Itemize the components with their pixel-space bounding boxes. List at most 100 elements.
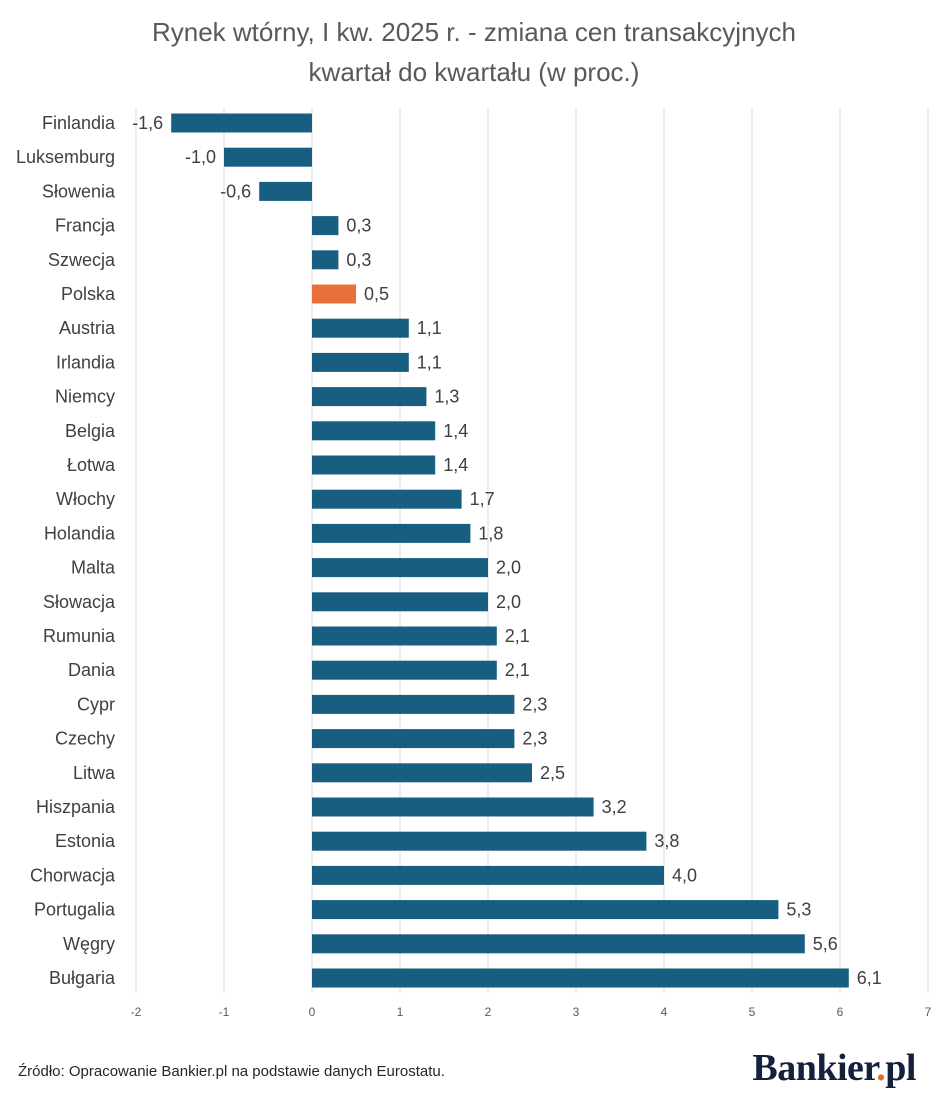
category-label: Cypr: [77, 694, 115, 714]
bar-18: [312, 729, 515, 749]
bar-14: [312, 592, 488, 612]
bar-10: [312, 455, 436, 475]
value-label: 1,3: [434, 387, 459, 407]
value-label: 2,3: [522, 694, 547, 714]
value-label: 5,6: [813, 934, 838, 954]
bar-6: [312, 318, 409, 338]
category-label: Irlandia: [56, 352, 116, 372]
chart-title-line-2: kwartał do kwartału (w proc.): [308, 57, 640, 87]
value-label: 0,3: [346, 216, 371, 236]
category-label: Luksemburg: [16, 147, 115, 167]
bar-1: [224, 147, 312, 167]
category-label: Rumunia: [43, 626, 116, 646]
bars: [171, 113, 849, 988]
x-tick-label: 4: [661, 1005, 668, 1019]
category-label: Dania: [68, 660, 116, 680]
bar-9: [312, 421, 436, 441]
value-label: 6,1: [857, 968, 882, 988]
value-label: 1,1: [417, 318, 442, 338]
category-label: Litwa: [73, 763, 116, 783]
value-label: 1,4: [443, 455, 468, 475]
bar-3: [312, 216, 339, 236]
bar-20: [312, 797, 594, 817]
logo-text: Bankier: [752, 1047, 877, 1089]
bar-8: [312, 387, 427, 407]
value-label: 2,0: [496, 592, 521, 612]
value-label: 1,7: [470, 489, 495, 509]
bar-24: [312, 934, 805, 954]
bar-21: [312, 831, 647, 851]
value-label: 2,3: [522, 729, 547, 749]
category-label: Szwecja: [48, 250, 116, 270]
value-label: 1,8: [478, 523, 503, 543]
value-label: -1,6: [132, 113, 163, 133]
value-label: 1,4: [443, 421, 468, 441]
bar-11: [312, 489, 462, 509]
bar-13: [312, 558, 488, 578]
source-note: Źródło: Opracowanie Bankier.pl na podsta…: [18, 1063, 445, 1080]
labels: -2 -1 0 1 2 3 4 5 6 7 Finlandia -1,6 Luksemburg -1,0 S…: [16, 113, 932, 1019]
category-label: Słowenia: [42, 181, 116, 201]
x-tick-label: 1: [397, 1005, 404, 1019]
chart-title: Rynek wtórny, I kw. 2025 r. - zmiana cen…: [0, 12, 948, 92]
category-label: Malta: [71, 558, 116, 578]
grid-lines: [135, 108, 929, 993]
value-label: 0,5: [364, 284, 389, 304]
category-label: Włochy: [56, 489, 115, 509]
category-label: Łotwa: [67, 455, 116, 475]
bar-5: [312, 284, 356, 304]
category-label: Finlandia: [42, 113, 116, 133]
value-label: 0,3: [346, 250, 371, 270]
category-label: Holandia: [44, 523, 116, 543]
category-label: Belgia: [65, 421, 116, 441]
category-label: Węgry: [63, 934, 115, 954]
x-tick-label: -2: [131, 1005, 142, 1019]
value-label: 3,8: [654, 831, 679, 851]
bar-23: [312, 900, 779, 920]
value-label: -1,0: [185, 147, 216, 167]
bar-22: [312, 865, 664, 885]
bar-4: [312, 250, 339, 270]
category-label: Czechy: [55, 729, 115, 749]
logo-dot: .: [876, 1047, 886, 1089]
value-label: 2,1: [505, 626, 530, 646]
x-tick-label: 6: [837, 1005, 844, 1019]
x-tick-label: -1: [219, 1005, 230, 1019]
bar-16: [312, 660, 497, 680]
category-label: Słowacja: [43, 592, 116, 612]
value-label: 5,3: [786, 900, 811, 920]
category-label: Austria: [59, 318, 116, 338]
x-tick-label: 7: [925, 1005, 932, 1019]
bar-19: [312, 763, 532, 783]
x-tick-label: 3: [573, 1005, 580, 1019]
value-label: -0,6: [220, 181, 251, 201]
category-label: Bułgaria: [49, 968, 116, 988]
bar-7: [312, 352, 409, 372]
value-label: 2,0: [496, 558, 521, 578]
x-tick-label: 5: [749, 1005, 756, 1019]
category-label: Niemcy: [55, 387, 115, 407]
x-tick-label: 0: [309, 1005, 316, 1019]
chart-title-line-1: Rynek wtórny, I kw. 2025 r. - zmiana cen…: [151, 17, 796, 47]
bar-25: [312, 968, 849, 988]
logo-suffix: pl: [885, 1047, 916, 1089]
category-label: Portugalia: [34, 900, 116, 920]
bar-2: [259, 181, 312, 201]
value-label: 2,1: [505, 660, 530, 680]
value-label: 4,0: [672, 865, 697, 885]
category-label: Estonia: [55, 831, 116, 851]
bar-17: [312, 694, 515, 714]
category-label: Polska: [61, 284, 116, 304]
bankier-logo: Bankier.pl: [752, 1046, 916, 1090]
bar-15: [312, 626, 497, 646]
category-label: Francja: [55, 216, 116, 236]
bar-chart: -2 -1 0 1 2 3 4 5 6 7 Finlandia -1,6 Luksemburg -1,0 S…: [16, 108, 932, 1019]
value-label: 1,1: [417, 352, 442, 372]
value-label: 2,5: [540, 763, 565, 783]
value-label: 3,2: [602, 797, 627, 817]
x-tick-label: 2: [485, 1005, 492, 1019]
bar-12: [312, 523, 471, 543]
bar-0: [171, 113, 312, 133]
category-label: Chorwacja: [30, 865, 116, 885]
category-label: Hiszpania: [36, 797, 116, 817]
